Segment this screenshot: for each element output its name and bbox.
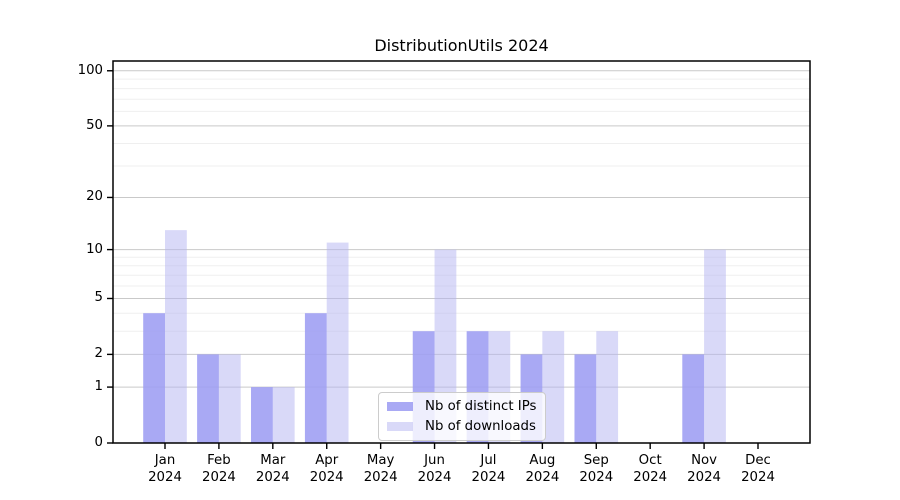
bar-jan-series1 [165, 230, 187, 443]
x-tick-label-sep: Sep 2024 [579, 453, 614, 485]
y-tick-label-50: 50 [86, 117, 103, 133]
y-tick-label-1: 1 [94, 379, 103, 395]
legend-item-downloads: Nb of downloads [387, 419, 536, 434]
x-tick-label-nov: Nov 2024 [687, 453, 721, 485]
axes-spines [112, 60, 811, 444]
bar-mar-series0 [251, 387, 273, 443]
x-tick-label-dec: Dec 2024 [741, 453, 775, 485]
x-tick-label-apr: Apr 2024 [309, 453, 344, 485]
bar-sep-series1 [596, 331, 619, 443]
y-tick-label-2: 2 [94, 346, 103, 362]
x-tick-label-may: May 2024 [363, 453, 398, 485]
legend-label-distinct-ips: Nb of distinct IPs [425, 399, 537, 414]
y-tick-label-5: 5 [94, 290, 103, 306]
legend: Nb of distinct IPs Nb of downloads [378, 392, 547, 441]
bar-apr-series1 [326, 242, 349, 443]
x-tick-label-feb: Feb 2024 [201, 453, 236, 485]
y-tick-label-0: 0 [94, 435, 103, 450]
bar-sep-series0 [574, 354, 597, 443]
bar-nov-series1 [704, 249, 726, 443]
x-tick-label-mar: Mar 2024 [255, 453, 290, 485]
bar-feb-series1 [218, 354, 241, 443]
x-tick-label-aug: Aug 2024 [525, 453, 560, 485]
bar-feb-series0 [197, 354, 219, 443]
bar-apr-series0 [304, 313, 327, 443]
x-tick-label-jul: Jul 2024 [471, 453, 506, 485]
legend-item-distinct-ips: Nb of distinct IPs [387, 399, 536, 414]
bar-nov-series0 [682, 354, 705, 443]
legend-swatch-downloads [387, 422, 413, 431]
bar-jan-series0 [143, 313, 165, 443]
legend-swatch-distinct-ips [387, 402, 413, 411]
y-tick-label-20: 20 [86, 189, 103, 205]
x-tick-label-jan: Jan 2024 [148, 453, 182, 485]
bar-mar-series1 [272, 387, 295, 443]
x-tick-label-oct: Oct 2024 [633, 453, 668, 485]
x-tick-label-jun: Jun 2024 [417, 453, 452, 485]
y-tick-label-10: 10 [86, 241, 103, 257]
bar-aug-series1 [542, 331, 565, 443]
legend-label-downloads: Nb of downloads [425, 419, 536, 434]
chart-title: DistributionUtils 2024 [374, 36, 549, 55]
y-tick-label-100: 100 [77, 62, 103, 78]
